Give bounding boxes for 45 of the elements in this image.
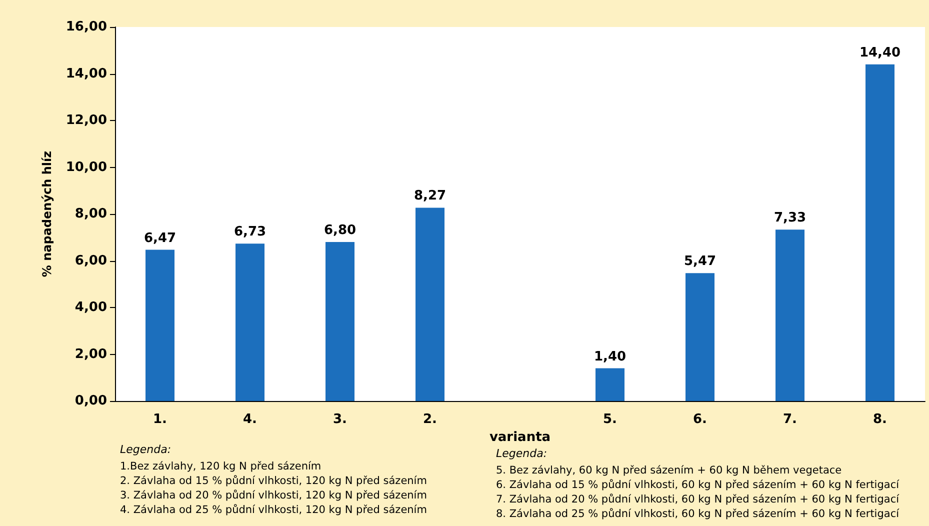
data-label: 6,73 [234,224,266,240]
x-tick-label: 1. [153,412,167,427]
y-tick-label: 14,00 [66,66,107,82]
y-tick-label: 12,00 [66,113,107,128]
x-tick-label: 7. [783,412,797,427]
data-label: 5,47 [684,254,716,270]
bar [776,230,804,401]
x-tick-label: 5. [603,412,617,427]
data-label: 6,47 [144,230,176,246]
y-tick-label: 16,00 [66,20,107,34]
text: 2. Závlaha od 15 % půdní vlhkosti, 120 kg N před sázením [120,475,427,487]
text: Legenda: [496,447,548,460]
data-label: 1,40 [594,349,626,364]
bar [146,250,174,401]
x-tick-label: 4. [243,412,257,427]
x-axis-title: varianta [489,430,551,445]
data-label: 14,40 [859,45,901,60]
bar [416,208,444,401]
text: 4. Závlaha od 25 % půdní vlhkosti, 120 kg N před sázením [120,504,427,516]
data-label: 6,80 [324,223,356,238]
bar [596,368,624,401]
bar [686,273,714,401]
data-label: 8,27 [414,188,446,204]
data-label: 7,33 [774,210,806,226]
x-tick-label: 2. [423,412,437,427]
bar [236,244,264,401]
x-tick-label: 3. [333,412,347,427]
y-tick-label: 0,00 [74,394,107,408]
text: 1.Bez závlahy, 120 kg N před sázením [120,460,322,472]
text: 8. Závlaha od 25 % půdní vlhkosti, 60 kg N před sázením + 60 kg N fertigací [496,508,900,520]
y-axis-title: % napadených hlíz [40,150,54,278]
text: 7. Závlaha od 20 % půdní vlhkosti, 60 kg N před sázením + 60 kg N fertigací [496,494,900,506]
text: 3. Závlaha od 20 % půdní vlhkosti, 120 kg N před sázením [120,490,427,502]
text: 5. Bez závlahy, 60 kg N před sázením + 60 kg N během vegetace [496,464,842,476]
text: Legenda: [120,443,172,456]
y-tick-label: 4,00 [74,300,107,315]
text: 6. Závlaha od 15 % půdní vlhkosti, 60 kg N před sázením + 60 kg N fertigací [496,479,900,491]
bar [866,64,894,401]
x-tick-label: 8. [873,412,887,427]
x-tick-label: 6. [693,412,707,427]
y-tick-label: 6,00 [74,253,107,268]
bar [326,242,354,401]
y-tick-label: 8,00 [74,206,107,222]
y-tick-label: 10,00 [66,160,107,175]
y-tick-label: 2,00 [74,346,107,362]
